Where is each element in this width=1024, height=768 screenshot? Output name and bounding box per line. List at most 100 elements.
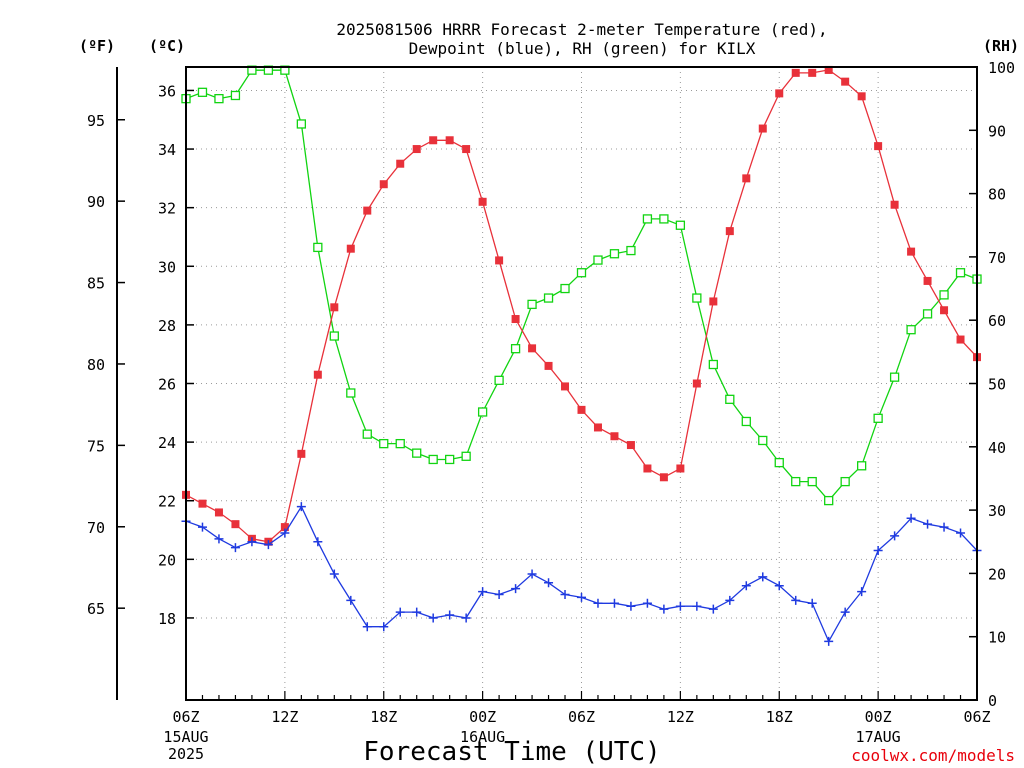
- dewpoint-point: [230, 543, 240, 553]
- temperature-point: [297, 449, 306, 458]
- celsius-unit-label: (ºC): [149, 37, 185, 55]
- rh-point: [609, 249, 620, 259]
- temperature-point: [692, 379, 701, 388]
- rh-point: [362, 429, 372, 439]
- temperature-point: [462, 145, 471, 154]
- dewpoint-point: [494, 590, 504, 599]
- temperature-point: [313, 370, 322, 379]
- temperature-point: [495, 256, 504, 265]
- dewpoint-point: [774, 581, 784, 591]
- fahrenheit-tick-label: 85: [87, 275, 105, 293]
- dewpoint-point: [379, 622, 389, 632]
- time-tick-label: 00Z: [469, 708, 496, 726]
- temperature-point: [593, 423, 602, 432]
- rh-series: [181, 65, 982, 506]
- celsius-tick-label: 24: [158, 434, 176, 452]
- dewpoint-point: [362, 622, 372, 632]
- rh-point: [856, 461, 867, 471]
- dewpoint-point: [560, 590, 570, 599]
- dewpoint-point: [906, 513, 916, 523]
- dewpoint-point: [857, 587, 867, 597]
- celsius-tick-label: 22: [158, 493, 176, 511]
- rh-point: [560, 283, 570, 294]
- fahrenheit-tick-label: 70: [87, 519, 105, 537]
- time-tick-label: 18Z: [370, 708, 397, 726]
- time-tick-label: 06Z: [172, 708, 199, 726]
- temperature-point: [824, 65, 833, 74]
- dewpoint-point: [659, 604, 669, 614]
- dewpoint-point: [725, 595, 735, 605]
- temperature-point: [610, 432, 619, 441]
- time-tick-label: 18Z: [766, 708, 793, 726]
- credit-label: coolwx.com/models: [851, 746, 1015, 765]
- temperature-point: [198, 499, 207, 508]
- temperature-point: [659, 473, 668, 482]
- rh-point: [922, 309, 933, 319]
- rh-point: [346, 388, 356, 398]
- dewpoint-point: [197, 522, 207, 532]
- celsius-tick-label: 36: [158, 82, 176, 100]
- time-date-label: 16AUG: [460, 728, 505, 746]
- rh-point: [313, 242, 323, 253]
- rh-point: [329, 331, 339, 341]
- temperature-point: [363, 206, 372, 215]
- rh-tick-label: 0: [988, 692, 997, 710]
- dewpoint-point: [741, 581, 751, 591]
- dewpoint-point: [692, 601, 702, 611]
- temperature-point: [214, 508, 223, 517]
- rh-point: [296, 119, 307, 129]
- rh-point: [461, 451, 471, 461]
- time-date-label: 17AUG: [856, 728, 901, 746]
- rh-point: [428, 454, 438, 465]
- rh-tick-label: 80: [988, 186, 1006, 204]
- rh-point: [889, 372, 900, 382]
- rh-point: [906, 325, 916, 335]
- celsius-tick-label: 28: [158, 317, 176, 335]
- dewpoint-point: [923, 519, 933, 529]
- rh-point: [824, 495, 834, 506]
- rh-point: [675, 220, 686, 230]
- temperature-line: [185, 69, 978, 543]
- plot-frame: [185, 66, 978, 701]
- dewpoint-point: [329, 569, 339, 579]
- rh-point: [642, 214, 653, 224]
- fahrenheit-tick-label: 95: [87, 112, 105, 130]
- dewpoint-point: [675, 601, 685, 611]
- temperature-point: [544, 361, 553, 370]
- x-axis-label: Forecast Time (UTC): [363, 737, 660, 767]
- dewpoint-point: [313, 537, 323, 547]
- temperature-point: [923, 276, 932, 285]
- temperature-point: [429, 136, 438, 145]
- rh-point: [692, 293, 702, 303]
- temperature-point: [478, 197, 487, 206]
- dewpoint-point: [956, 528, 966, 538]
- temperature-point: [709, 297, 718, 306]
- celsius-tick-label: 20: [158, 551, 176, 569]
- rh-point: [725, 394, 735, 404]
- temperature-point: [676, 464, 685, 473]
- rh-point: [395, 438, 405, 449]
- time-tick-label: 12Z: [667, 708, 694, 726]
- time-tick-label: 00Z: [865, 708, 892, 726]
- rh-point: [626, 245, 636, 256]
- time-date-label: 15AUG: [163, 728, 208, 746]
- chart-title-line-2: Dewpoint (blue), RH (green) for KILX: [409, 39, 756, 58]
- rh-point: [840, 476, 850, 487]
- chart-title-line-1: 2025081506 HRRR Forecast 2-meter Tempera…: [336, 20, 827, 39]
- rh-point: [379, 438, 389, 449]
- temperature-point: [626, 441, 635, 450]
- dewpoint-point: [609, 598, 619, 608]
- rh-point: [939, 290, 949, 300]
- dewpoint-point: [247, 537, 257, 547]
- rh-tick-label: 100: [988, 59, 1015, 77]
- rh-point: [197, 87, 208, 97]
- rh-point: [527, 299, 537, 310]
- dewpoint-point: [544, 578, 554, 588]
- dewpoint-point: [511, 584, 521, 594]
- fahrenheit-axis: 65 70 75 80 85 90 95: [87, 67, 125, 700]
- dewpoint-point: [873, 546, 883, 556]
- dewpoint-point: [280, 528, 290, 538]
- rh-point: [214, 94, 224, 104]
